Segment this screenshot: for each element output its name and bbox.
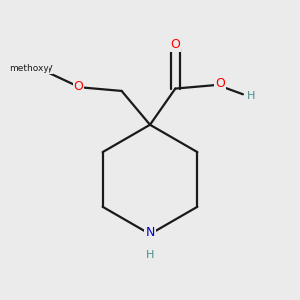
Text: H: H xyxy=(247,91,256,100)
Text: N: N xyxy=(145,226,155,239)
Text: methoxy: methoxy xyxy=(10,63,52,73)
Text: O: O xyxy=(170,38,180,51)
Text: O: O xyxy=(215,77,225,90)
Text: O: O xyxy=(74,80,83,93)
Text: H: H xyxy=(146,250,154,260)
Text: methoxy: methoxy xyxy=(9,64,49,73)
